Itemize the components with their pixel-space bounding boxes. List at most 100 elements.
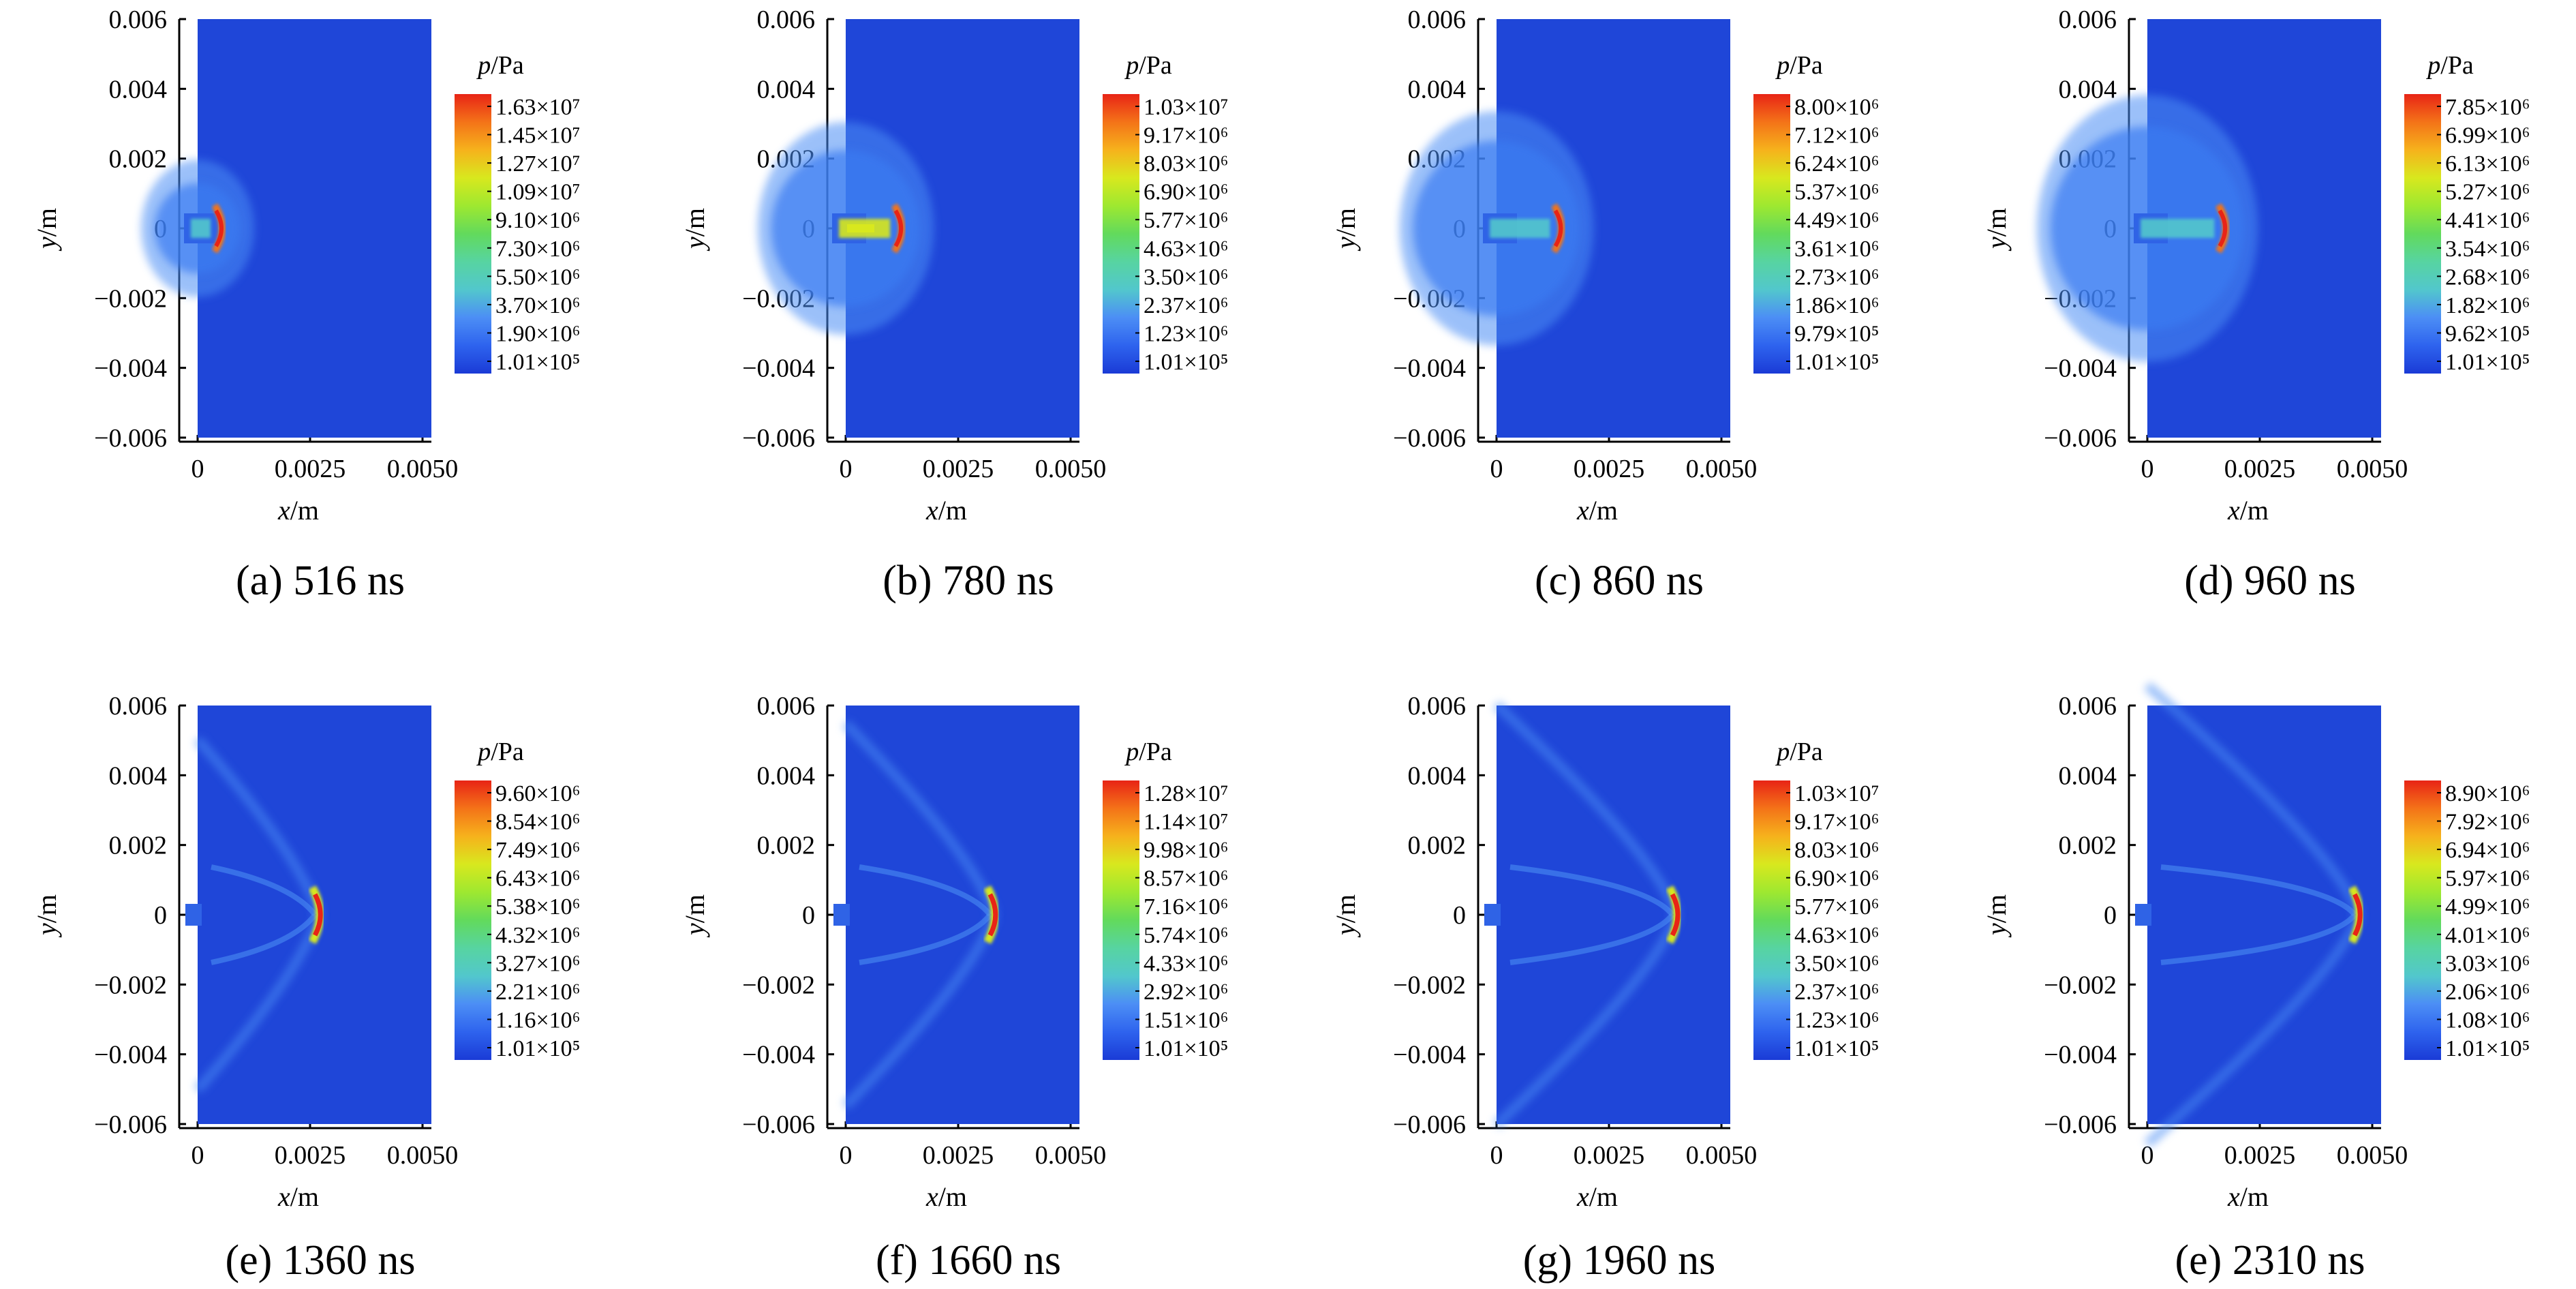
colorbar-label: 5.37×10⁶ [1794,180,1880,205]
inner-lower-wave [1509,913,1675,965]
colorbar-title: p/Pa [1124,51,1172,80]
colorbar-label: 5.50×10⁶ [495,264,581,290]
colorbar-label: 5.74×10⁶ [1144,923,1229,948]
panel-caption: (b) 780 ns [883,558,1054,604]
y-tick-label: 0.006 [1408,692,1467,721]
colorbar-label: 7.85×10⁶ [2445,95,2530,120]
y-tick-label: 0.002 [2059,832,2117,860]
colorbar-label: 1.23×10⁶ [1144,321,1229,346]
colorbar-label: 5.97×10⁶ [2445,866,2530,892]
shock-front [893,209,904,247]
colorbar-label: 9.98×10⁶ [1144,838,1229,863]
y-tick-label: 0.006 [1408,5,1467,34]
colorbar-label: 9.17×10⁶ [1794,810,1880,835]
colorbar-label: 9.10×10⁶ [495,208,581,233]
x-tick-label: 0.0025 [275,455,346,483]
pressure-field [1497,706,1730,1124]
y-axis-label: y/m [679,208,710,252]
y-tick-label: −0.004 [94,1041,167,1070]
panel-a: 0.0060.0040.0020−0.002−0.004−0.00600.002… [31,5,581,604]
colorbar-label: 1.63×10⁷ [495,95,581,120]
y-tick-label: 0.006 [2059,5,2117,34]
colorbar-title: p/Pa [2425,51,2474,80]
panel-c: 0.0060.0040.0020−0.002−0.004−0.00600.002… [1330,5,1880,604]
colorbar-label: 5.38×10⁶ [495,894,581,920]
colorbar-label: 1.28×10⁷ [1144,781,1229,806]
lower-wave [2144,913,2363,1148]
y-tick-label: 0.004 [1408,761,1467,790]
colorbar-label: 7.12×10⁶ [1794,123,1880,149]
y-tick-label: 0.002 [109,145,168,174]
colorbar-label: 6.90×10⁶ [1794,866,1880,892]
inner-lower-wave [859,913,992,965]
panel-caption: (c) 860 ns [1535,558,1704,604]
colorbar-label: 9.60×10⁶ [495,781,581,806]
x-axis-label: x/m [1576,495,1618,526]
x-tick-label: 0.0025 [1574,455,1645,483]
x-tick-label: 0 [2141,1141,2154,1170]
y-tick-label: −0.002 [742,971,815,999]
shock-front [987,893,998,937]
colorbar-label: 3.27×10⁶ [495,951,581,976]
colorbar-label: 8.57×10⁶ [1144,866,1229,892]
upper-wave [194,736,324,917]
colorbar-label: 4.33×10⁶ [1144,951,1229,976]
y-tick-label: −0.004 [742,1041,815,1070]
y-tick-label: −0.004 [1393,1041,1466,1070]
colorbar-label: 1.90×10⁶ [495,321,581,346]
y-tick-label: −0.004 [1393,354,1466,383]
colorbar-label: 3.70×10⁶ [495,293,581,318]
y-tick-label: 0.006 [109,692,168,721]
y-tick-label: 0.004 [757,761,816,790]
shock-front [214,209,224,247]
x-tick-label: 0.0025 [1574,1141,1645,1170]
colorbar-label: 4.32×10⁶ [495,923,581,948]
colorbar-label: 1.86×10⁶ [1794,293,1880,318]
colorbar [1753,94,1790,374]
y-tick-label: −0.006 [2044,424,2117,453]
colorbar-label: 5.77×10⁶ [1794,894,1880,920]
y-tick-label: 0.004 [2059,761,2117,790]
y-tick-label: −0.004 [2044,354,2117,383]
colorbar-label: 3.03×10⁶ [2445,951,2530,976]
y-tick-label: 0.006 [757,5,816,34]
colorbar-label: 1.45×10⁷ [495,123,581,149]
inner-upper-wave [1509,864,1675,917]
x-axis-label: x/m [925,495,967,526]
colorbar-label: 8.03×10⁶ [1144,151,1229,177]
colorbar-label: 2.06×10⁶ [2445,980,2530,1005]
x-tick-label: 0.0025 [2224,1141,2296,1170]
y-tick-label: 0.006 [2059,692,2117,721]
x-tick-label: 0 [1490,1141,1503,1170]
y-tick-label: 0.002 [109,832,168,860]
colorbar-label: 1.01×10⁵ [2445,1036,2530,1061]
y-tick-label: 0 [1453,901,1466,930]
colorbar-title: p/Pa [476,51,524,80]
colorbar-label: 2.68×10⁶ [2445,264,2530,290]
x-tick-label: 0 [191,455,204,483]
colorbar-label: 7.49×10⁶ [495,838,581,863]
panel-g: 0.006 0.004 0.002 0 −0.002 −0.004 −0.006 0 0.002… [1330,692,1880,1284]
inner-lower-wave [2160,913,2357,965]
x-tick-label: 0.0025 [2224,455,2296,483]
nozzle [1484,904,1501,926]
colorbar-label: 1.01×10⁵ [2445,350,2530,375]
colorbar-label: 4.63×10⁶ [1794,923,1880,948]
colorbar-title: p/Pa [476,738,524,766]
panel-b: 0.0060.0040.0020−0.002−0.004−0.00600.002… [679,5,1229,604]
y-tick-label: 0.004 [1408,75,1467,104]
colorbar-label: 7.30×10⁶ [495,237,581,262]
colorbar-title: p/Pa [1124,738,1172,766]
colorbar-label: 5.77×10⁶ [1144,208,1229,233]
upper-wave [1493,701,1681,917]
upper-wave [2144,682,2363,917]
panel-e2: 0.006 0.004 0.002 0 −0.002 −0.004 −0.006 0 0.002… [1981,682,2530,1284]
y-tick-label: 0.002 [1408,832,1467,860]
x-tick-label: 0 [840,1141,853,1170]
colorbar-title: p/Pa [1775,51,1823,80]
colorbar-label: 8.90×10⁶ [2445,781,2530,806]
lower-wave [842,913,999,1110]
x-axis-label: x/m [2227,495,2269,526]
colorbar-label: 8.54×10⁶ [495,810,581,835]
y-tick-label: 0 [2104,901,2117,930]
